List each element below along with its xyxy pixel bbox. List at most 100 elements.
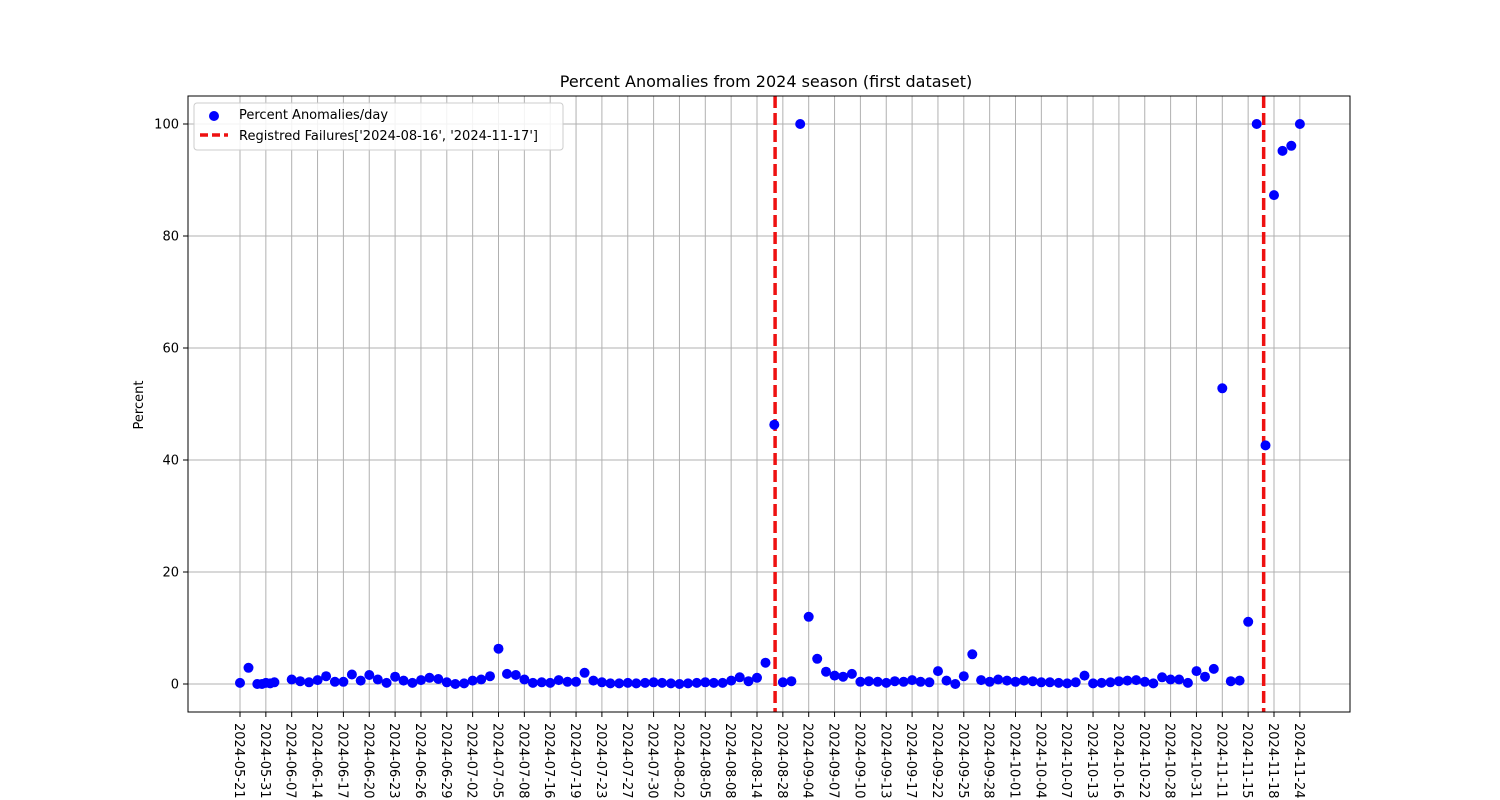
x-tick-label: 2024-10-07	[1058, 723, 1073, 799]
data-point	[605, 678, 616, 689]
data-point	[433, 674, 444, 684]
data-point	[855, 676, 866, 687]
data-point	[958, 671, 969, 682]
data-point	[450, 679, 461, 689]
data-point	[1019, 675, 1029, 686]
x-tick-label: 2024-07-30	[645, 723, 660, 799]
x-tick-label: 2024-08-05	[696, 723, 711, 799]
data-point	[1002, 675, 1012, 686]
data-point	[614, 678, 625, 689]
x-tick-label: 2024-07-19	[567, 723, 582, 799]
data-point	[907, 675, 918, 686]
data-point	[467, 675, 478, 686]
data-point	[579, 667, 590, 678]
legend-marker-scatter	[209, 111, 219, 121]
data-point	[459, 678, 470, 689]
data-point	[346, 669, 357, 680]
data-point	[1243, 616, 1254, 627]
data-point	[485, 671, 495, 682]
data-point	[1148, 678, 1159, 689]
legend: Percent Anomalies/day Registred Failures…	[193, 102, 564, 151]
data-point	[295, 676, 306, 687]
data-point	[984, 676, 995, 687]
x-tick-label: 2024-08-14	[748, 723, 763, 799]
data-point	[1286, 140, 1297, 151]
x-tick-label: 2024-07-02	[464, 723, 479, 799]
data-point	[640, 677, 651, 688]
data-point	[596, 677, 607, 688]
data-point	[416, 675, 426, 686]
plot-frame	[187, 95, 1351, 713]
data-point	[243, 662, 254, 673]
x-tick-label: 2024-07-08	[515, 723, 530, 799]
data-point	[1088, 678, 1099, 689]
x-tick-label: 2024-11-15	[1239, 723, 1254, 799]
legend-label-anomalies: Percent Anomalies/day	[239, 108, 388, 123]
data-point	[752, 672, 762, 683]
data-point	[321, 671, 332, 682]
x-tick-label: 2024-09-13	[877, 723, 892, 799]
data-point	[424, 672, 435, 683]
data-point	[872, 676, 883, 687]
x-tick-label: 2024-09-22	[929, 723, 944, 799]
data-point	[588, 675, 599, 686]
x-tick-label: 2024-06-14	[309, 723, 324, 799]
data-point	[933, 666, 943, 677]
data-point	[743, 676, 754, 687]
data-point	[915, 676, 926, 687]
x-tick-label: 2024-06-29	[438, 723, 453, 799]
data-point	[1044, 677, 1055, 688]
data-point	[1234, 675, 1245, 686]
x-tick-label: 2024-09-17	[903, 723, 918, 799]
data-point	[777, 677, 788, 688]
x-tick-label: 2024-08-02	[670, 723, 685, 799]
data-point	[1165, 674, 1176, 685]
data-point	[1269, 190, 1279, 201]
x-tick-label: 2024-05-31	[257, 723, 272, 799]
data-point	[1105, 677, 1116, 688]
data-point	[924, 677, 935, 688]
legend-label-failures: Registred Failures['2024-08-16', '2024-1…	[239, 129, 538, 144]
data-point	[803, 611, 814, 622]
data-point	[1191, 666, 1202, 677]
x-tick-label: 2024-06-17	[334, 723, 349, 799]
data-point	[1260, 440, 1271, 451]
y-tick-label: 40	[162, 454, 179, 469]
x-tick-label: 2024-10-31	[1187, 723, 1202, 799]
y-tick-label: 0	[171, 678, 179, 693]
chart-title: Percent Anomalies from 2024 season (firs…	[560, 72, 973, 91]
data-point	[390, 671, 401, 682]
x-tick-label: 2024-06-07	[283, 723, 298, 799]
data-point	[235, 677, 245, 688]
data-point	[665, 678, 676, 689]
data-point	[786, 676, 797, 687]
x-tick-label: 2024-07-05	[490, 723, 505, 799]
x-tick-label: 2024-10-04	[1032, 723, 1047, 799]
data-point	[881, 677, 892, 688]
y-axis-label: Percent	[132, 381, 147, 430]
x-tick-label: 2024-10-22	[1136, 723, 1151, 799]
data-point	[1131, 675, 1142, 686]
data-point	[829, 670, 840, 681]
data-point	[1053, 677, 1064, 688]
data-point	[674, 679, 685, 689]
data-point	[1027, 676, 1038, 687]
data-point	[708, 677, 719, 688]
x-tick-label: 2024-09-04	[800, 723, 815, 799]
x-tick-label: 2024-05-21	[231, 723, 246, 799]
data-point	[1174, 674, 1185, 685]
data-point	[976, 675, 987, 686]
y-tick-label: 20	[162, 566, 179, 581]
data-point	[1200, 671, 1210, 682]
data-point	[1079, 670, 1090, 681]
data-point	[812, 653, 823, 664]
data-point	[889, 676, 900, 687]
data-point	[769, 419, 780, 430]
data-point	[381, 677, 392, 688]
data-point	[821, 666, 831, 677]
legend-box	[193, 102, 564, 151]
x-tick-label: 2024-10-16	[1110, 723, 1125, 799]
data-point	[795, 119, 806, 129]
x-tick-label: 2024-06-20	[360, 723, 375, 799]
